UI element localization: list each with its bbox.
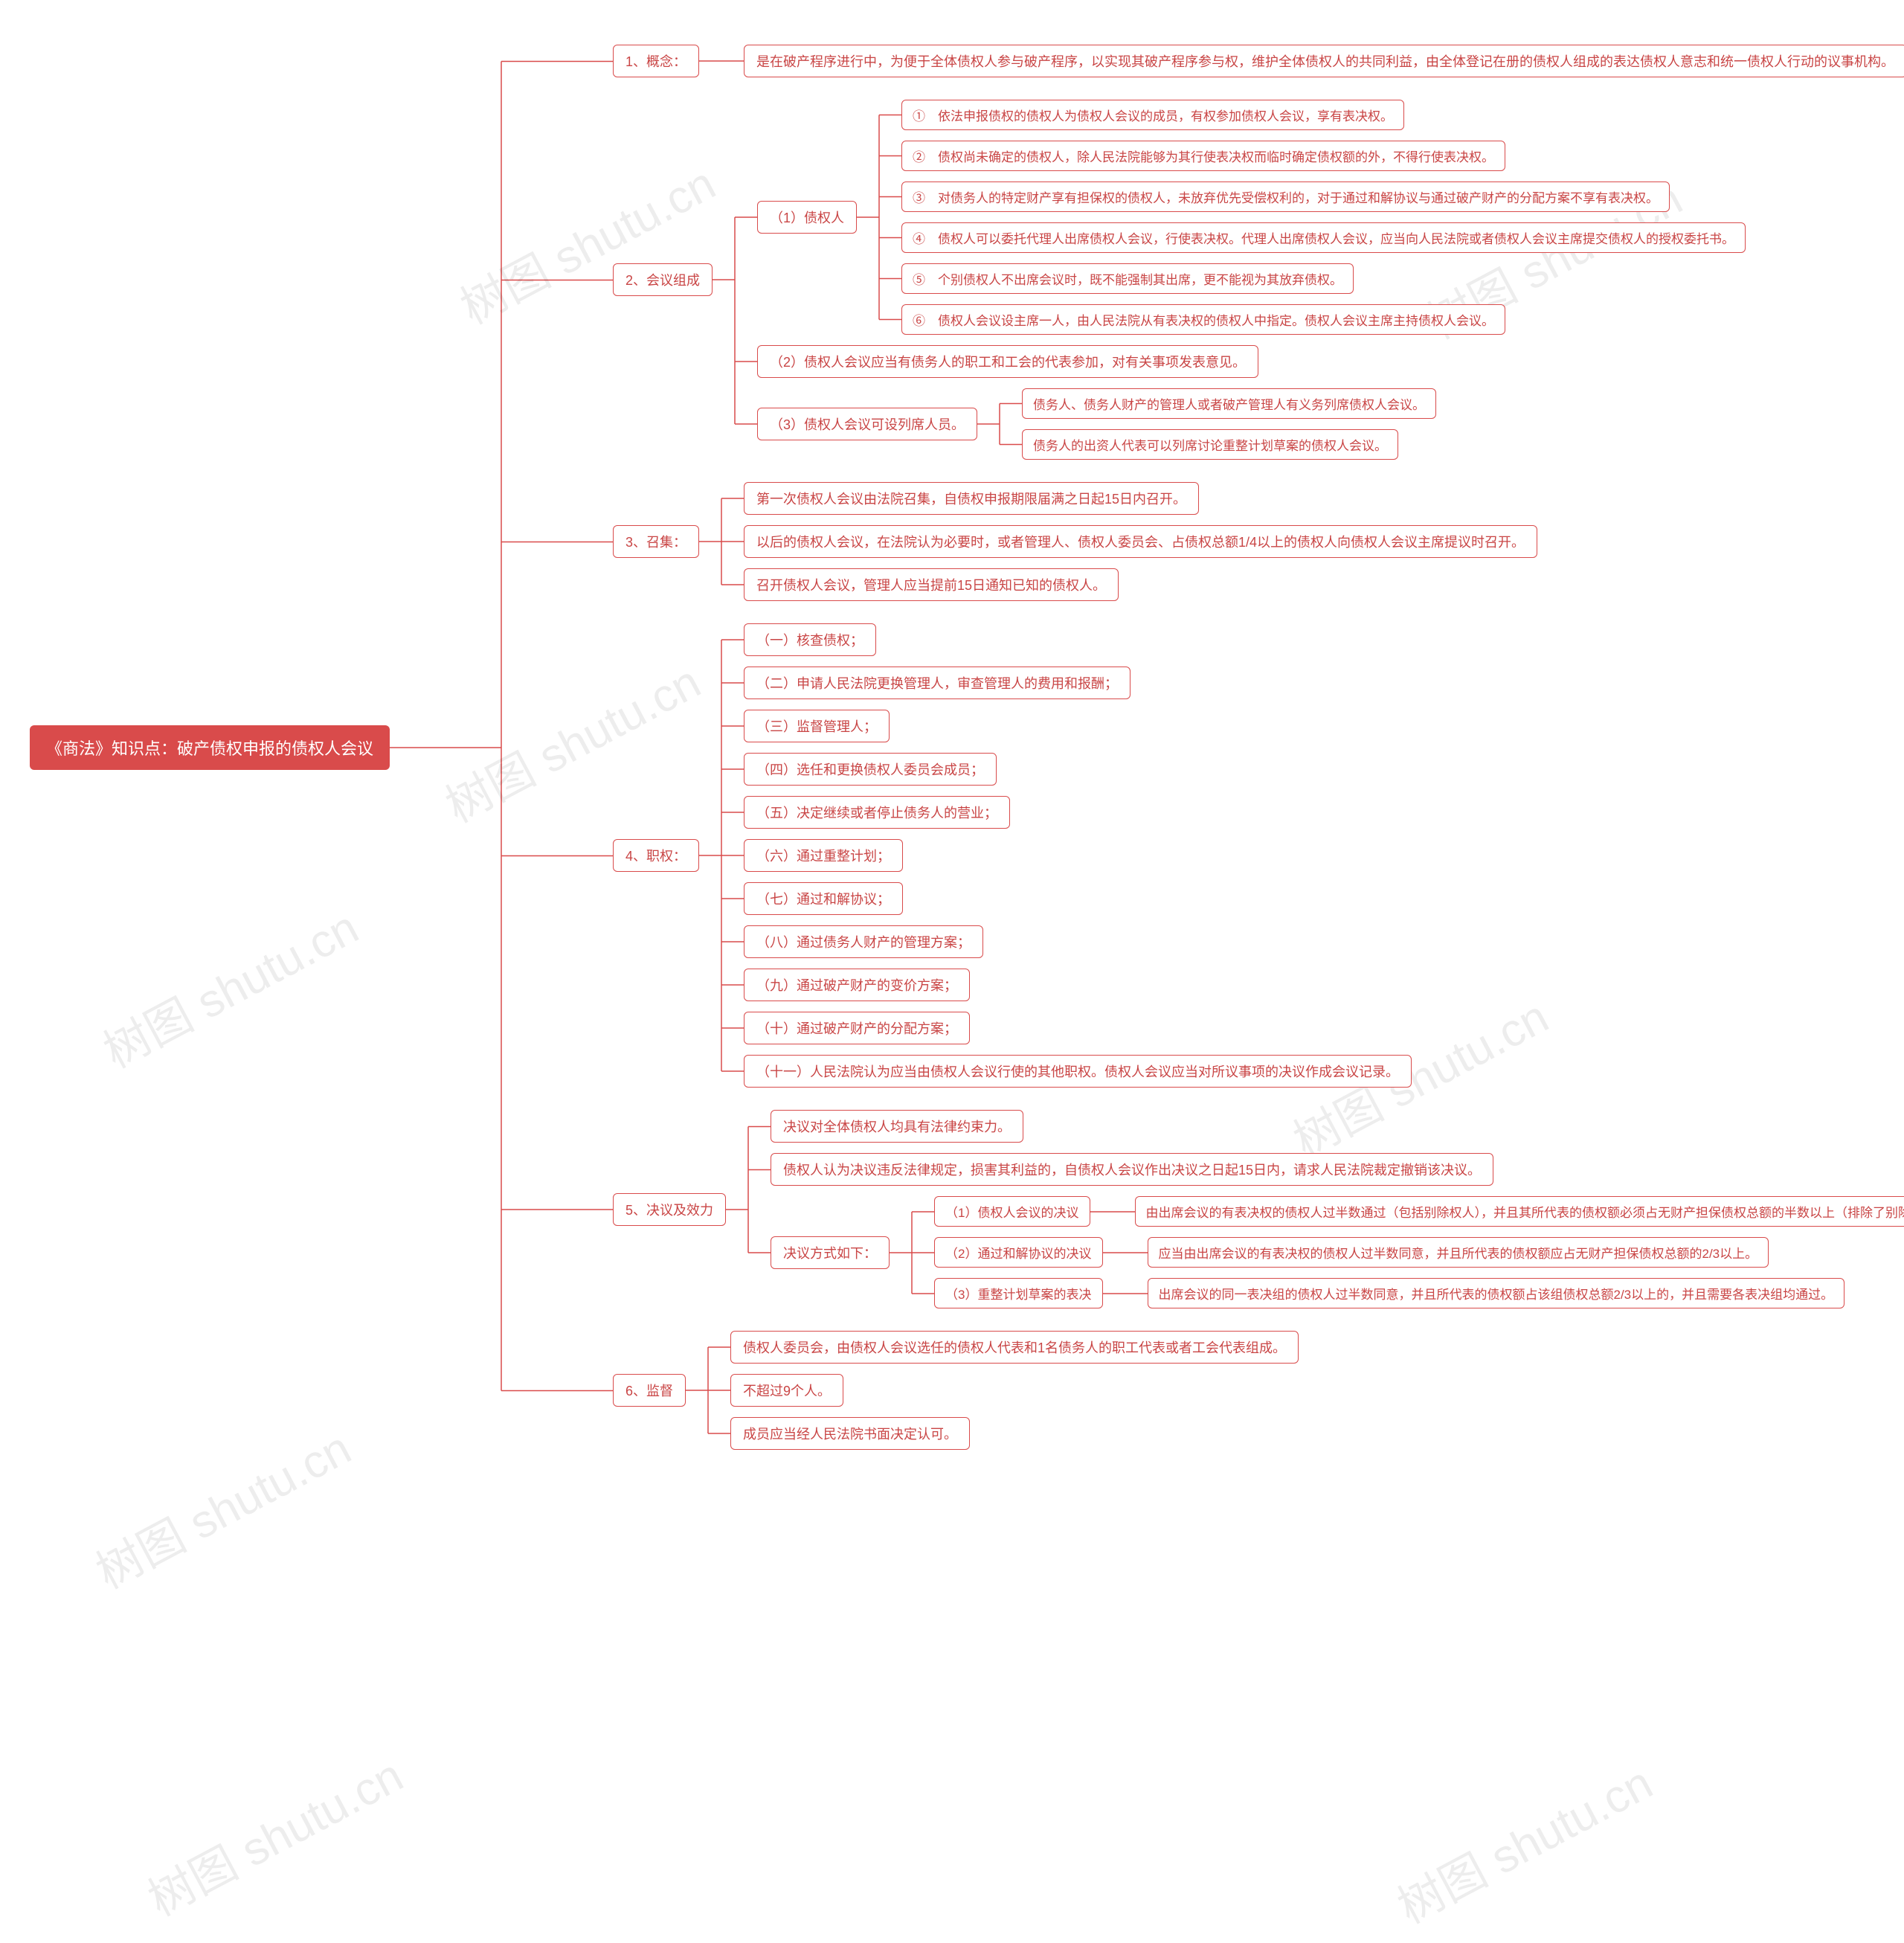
mindmap-node: ⑥ 债权人会议设主席一人，由人民法院从有表决权的债权人中指定。债权人会议主席主持… [901, 304, 1505, 335]
mindmap-node: （1）债权人 [757, 201, 857, 234]
mindmap-node: 召开债权人会议，管理人应当提前15日通知已知的债权人。 [744, 568, 1119, 601]
watermark: 树图 shutu.cn [135, 1738, 413, 1929]
mindmap-node: ③ 对债务人的特定财产享有担保权的债权人，未放弃优先受偿权利的，对于通过和解协议… [901, 182, 1670, 212]
mindmap-node: 不超过9个人。 [730, 1374, 843, 1407]
mindmap-node: ① 依法申报债权的债权人为债权人会议的成员，有权参加债权人会议，享有表决权。 [901, 100, 1404, 130]
mindmap-node: （十）通过破产财产的分配方案； [744, 1012, 970, 1044]
mindmap-node: （五）决定继续或者停止债务人的营业； [744, 796, 1010, 829]
mindmap-node: （3）债权人会议可设列席人员。 [757, 408, 977, 440]
mindmap-node: （七）通过和解协议； [744, 882, 903, 915]
mindmap-node: 6、监督 [613, 1374, 686, 1407]
mindmap-node: ② 债权尚未确定的债权人，除人民法院能够为其行使表决权而临时确定债权额的外，不得… [901, 141, 1505, 171]
mindmap-node: 4、职权： [613, 839, 699, 872]
mindmap-node: 成员应当经人民法院书面决定认可。 [730, 1417, 970, 1450]
mindmap-node: （一）核查债权； [744, 623, 876, 656]
mindmap-node: （二）申请人民法院更换管理人，审查管理人的费用和报酬； [744, 667, 1130, 699]
mindmap-node: 1、概念： [613, 45, 699, 77]
mindmap-node: 债权人委员会，由债权人会议选任的债权人代表和1名债务人的职工代表或者工会代表组成… [730, 1331, 1299, 1364]
mindmap-node: 决议方式如下： [771, 1236, 890, 1269]
watermark: 树图 shutu.cn [1384, 1746, 1662, 1936]
mindmap-node: 应当由出席会议的有表决权的债权人过半数同意，并且所代表的债权额应占无财产担保债权… [1148, 1237, 1769, 1268]
mindmap: 《商法》知识点：破产债权申报的债权人会议1、概念：是在破产程序进行中，为便于全体… [15, 30, 1889, 1450]
mindmap-node: （八）通过债务人财产的管理方案； [744, 925, 983, 958]
mindmap-node: 债权人认为决议违反法律规定，损害其利益的，自债权人会议作出决议之日起15日内，请… [771, 1153, 1493, 1186]
mindmap-node: 3、召集： [613, 525, 699, 558]
mindmap-node: （3）重整计划草案的表决 [934, 1278, 1102, 1308]
mindmap-node: （九）通过破产财产的变价方案； [744, 969, 970, 1001]
mindmap-node: 债务人的出资人代表可以列席讨论重整计划草案的债权人会议。 [1022, 429, 1398, 460]
mindmap-node: （三）监督管理人； [744, 710, 890, 742]
mindmap-node: （2）通过和解协议的决议 [934, 1237, 1102, 1268]
mindmap-root: 《商法》知识点：破产债权申报的债权人会议 [30, 725, 390, 770]
mindmap-node: （六）通过重整计划； [744, 839, 903, 872]
mindmap-node: 第一次债权人会议由法院召集，自债权申报期限届满之日起15日内召开。 [744, 482, 1199, 515]
mindmap-node: 由出席会议的有表决权的债权人过半数通过（包括别除权人），并且其所代表的债权额必须… [1135, 1196, 1904, 1227]
mindmap-node: 是在破产程序进行中，为便于全体债权人参与破产程序，以实现其破产程序参与权，维护全… [744, 45, 1904, 77]
mindmap-node: 以后的债权人会议，在法院认为必要时，或者管理人、债权人委员会、占债权总额1/4以… [744, 525, 1537, 558]
mindmap-node: 债务人、债务人财产的管理人或者破产管理人有义务列席债权人会议。 [1022, 388, 1436, 419]
mindmap-node: （四）选任和更换债权人委员会成员； [744, 753, 997, 786]
mindmap-node: 决议对全体债权人均具有法律约束力。 [771, 1110, 1023, 1143]
mindmap-node: （2）债权人会议应当有债务人的职工和工会的代表参加，对有关事项发表意见。 [757, 345, 1258, 378]
mindmap-node: （1）债权人会议的决议 [934, 1196, 1090, 1227]
mindmap-node: 2、会议组成 [613, 263, 713, 296]
mindmap-node: 出席会议的同一表决组的债权人过半数同意，并且所代表的债权额占该组债权总额2/3以… [1148, 1278, 1845, 1308]
mindmap-node: 5、决议及效力 [613, 1193, 726, 1226]
mindmap-node: ④ 债权人可以委托代理人出席债权人会议，行使表决权。代理人出席债权人会议，应当向… [901, 222, 1746, 253]
mindmap-node: ⑤ 个别债权人不出席会议时，既不能强制其出席，更不能视为其放弃债权。 [901, 263, 1354, 294]
mindmap-node: （十一）人民法院认为应当由债权人会议行使的其他职权。债权人会议应当对所议事项的决… [744, 1055, 1412, 1088]
